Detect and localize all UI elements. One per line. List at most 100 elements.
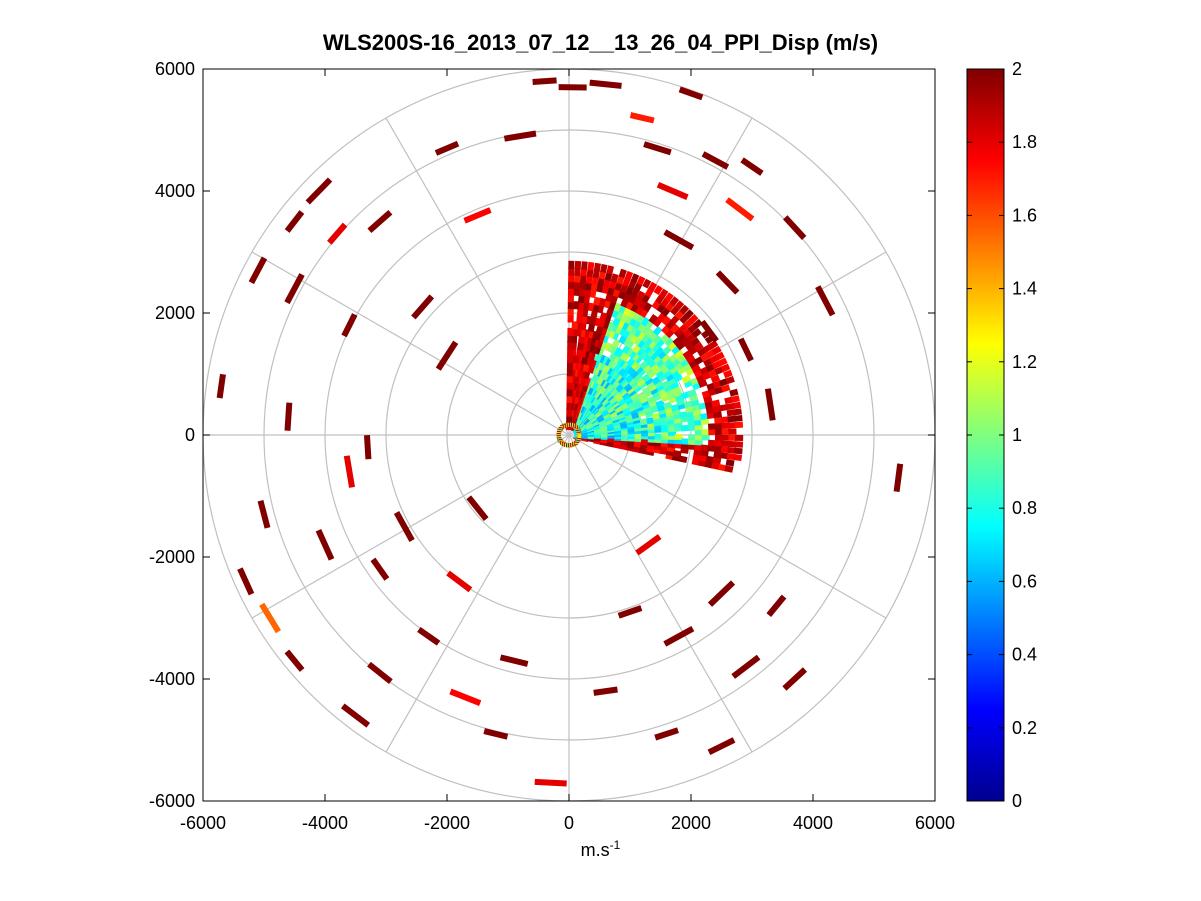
sector-cell: [644, 327, 655, 338]
sector-cell: [720, 452, 729, 460]
sector-cell: [653, 379, 664, 389]
data-cell: [731, 654, 761, 679]
sector-cell: [652, 412, 662, 420]
sector-cell: [580, 267, 588, 277]
sector-cell: [566, 368, 573, 377]
sector-cell: [687, 388, 697, 398]
sector-cell: [727, 415, 736, 423]
data-cell: [327, 222, 348, 245]
sector-cell: [652, 325, 663, 336]
sector-cell: [577, 341, 585, 351]
sector-cell: [595, 283, 604, 293]
polar-spoke: [385, 117, 570, 436]
sector-cell: [566, 415, 573, 424]
sector-cell: [669, 380, 680, 390]
data-cell: [363, 435, 372, 460]
y-tick-label: -6000: [149, 791, 195, 811]
data-cell: [707, 580, 736, 607]
colorbar-tick-label: 1: [1012, 425, 1022, 445]
y-tick-label: -2000: [149, 547, 195, 567]
sector-cell: [724, 396, 734, 405]
polar-spoke: [251, 434, 570, 619]
sector-cell: [660, 353, 671, 363]
data-cell: [466, 495, 489, 522]
data-cell: [782, 667, 808, 691]
sector-cell: [708, 340, 719, 350]
sector-cell: [579, 274, 587, 284]
data-cell: [237, 567, 255, 596]
sector-cell: [587, 261, 595, 271]
sector-cell: [693, 448, 703, 456]
data-cell: [284, 210, 305, 233]
sector-cell: [674, 433, 683, 440]
sector-cell: [669, 296, 680, 307]
sector-cell: [730, 395, 740, 403]
data-cell: [656, 181, 689, 201]
data-cell: [257, 499, 271, 529]
sector-cell: [711, 345, 722, 356]
sector-cell: [678, 455, 688, 463]
sector-cell: [705, 406, 715, 414]
sector-cell: [673, 349, 684, 359]
sector-cell: [683, 309, 694, 320]
sector-cell: [568, 274, 575, 283]
data-cell: [503, 130, 537, 142]
data-cell: [367, 209, 393, 234]
sector-cell: [727, 447, 737, 454]
y-tick-label: 4000: [155, 181, 195, 201]
sector-cell: [705, 455, 715, 464]
polar-spoke: [568, 434, 887, 619]
data-cell: [483, 728, 509, 740]
sector-cell: [701, 429, 710, 436]
colorbar: [966, 68, 1005, 802]
sector-cell: [566, 361, 574, 370]
sector-cell: [663, 336, 674, 347]
colorbar-tick-label: 1.2: [1012, 352, 1037, 372]
sector-cell: [712, 405, 722, 413]
polar-spoke: [568, 434, 753, 753]
sector-cell: [674, 300, 685, 311]
y-tick-label: -4000: [149, 669, 195, 689]
sector-cell: [593, 296, 601, 306]
sector-cell: [590, 282, 598, 292]
sector-cell: [597, 277, 605, 287]
sector-cell: [572, 301, 580, 310]
sector-cell: [576, 308, 584, 317]
data-cell: [629, 112, 655, 124]
sector-cell: [566, 401, 573, 410]
sector-cell: [734, 441, 744, 448]
sector-cell: [580, 355, 589, 365]
sector-cell: [733, 454, 743, 462]
sector-cell: [578, 287, 586, 297]
sector-cell: [639, 447, 649, 455]
sector-cell: [694, 424, 703, 431]
sector-cell: [720, 363, 731, 373]
sector-cell: [573, 274, 581, 283]
sector-cell: [725, 376, 735, 385]
sector-cell: [693, 342, 704, 352]
data-cell: [707, 737, 736, 755]
sector-cell: [694, 429, 703, 436]
data-cell: [434, 140, 460, 156]
data-cell: [740, 157, 764, 176]
sector-cell: [692, 318, 703, 329]
data-cell: [393, 511, 415, 542]
data-cell: [635, 534, 662, 556]
sector-cell: [600, 263, 608, 273]
data-cell: [893, 463, 904, 492]
sector-cell: [685, 354, 696, 364]
sector-cell: [634, 374, 645, 384]
sector-cell: [707, 445, 716, 452]
sector-cell: [566, 408, 573, 417]
data-cell: [663, 626, 695, 647]
x-tick-label: 4000: [793, 813, 833, 833]
x-tick-label: 6000: [915, 813, 955, 833]
sector-cell: [679, 304, 690, 315]
colorbar-tick-label: 1.4: [1012, 279, 1037, 299]
sector-cell: [699, 454, 709, 462]
sector-cell: [653, 285, 663, 296]
sector-cell: [679, 411, 689, 419]
sector-cell: [690, 337, 701, 347]
colorbar-tick-label: 1.8: [1012, 132, 1037, 152]
data-cell: [248, 256, 268, 285]
